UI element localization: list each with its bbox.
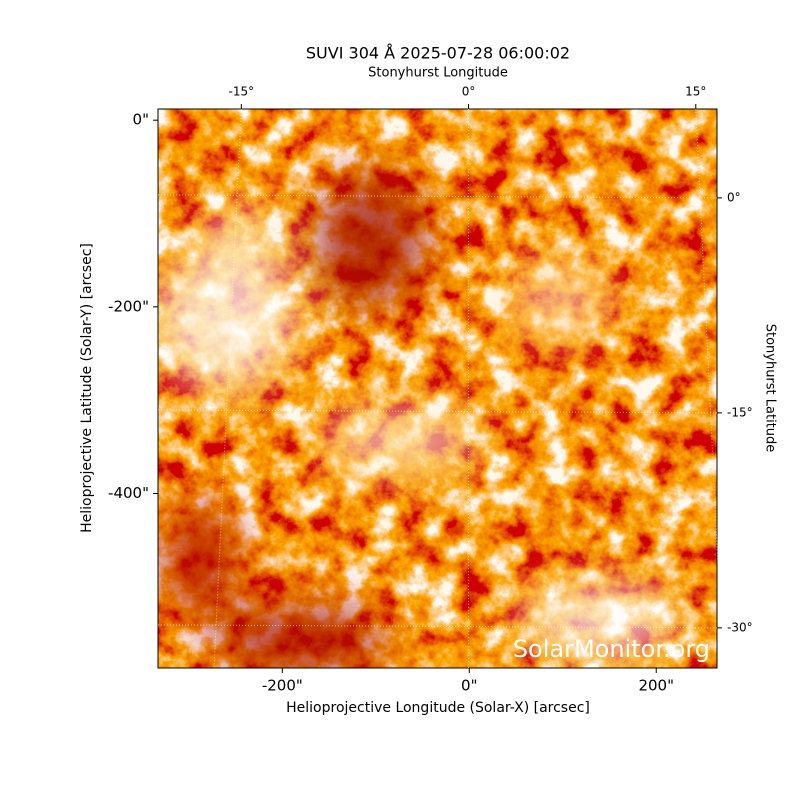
x-axis-label: Helioprojective Longitude (Solar-X) [arc… — [286, 700, 590, 716]
x2-tick-label: 0° — [462, 85, 476, 99]
y-axis-label: Helioprojective Latitude (Solar-Y) [arcs… — [79, 243, 95, 533]
x-tick-label: 0" — [461, 677, 477, 695]
y2-tick-label: 0° — [727, 190, 741, 204]
y2-tick-label: -30° — [727, 620, 753, 634]
chart-title: SUVI 304 Å 2025-07-28 06:00:02 — [306, 44, 570, 63]
y-tick-label: -400" — [108, 484, 149, 502]
x2-tick-label: -15° — [229, 85, 255, 99]
watermark: SolarMonitor.org — [513, 635, 710, 663]
x2-axis-label: Stonyhurst Longitude — [368, 66, 508, 81]
x2-tick-label: 15° — [685, 85, 706, 99]
y-tick-label: 0" — [133, 111, 149, 129]
y2-axis-label: Stonyhurst Latitude — [763, 324, 778, 453]
solar-image — [155, 109, 717, 680]
y-tick-label: -200" — [108, 297, 149, 315]
x-tick-label: 200" — [638, 677, 674, 695]
y2-tick-label: -15° — [727, 405, 753, 419]
x-tick-label: -200" — [262, 677, 303, 695]
